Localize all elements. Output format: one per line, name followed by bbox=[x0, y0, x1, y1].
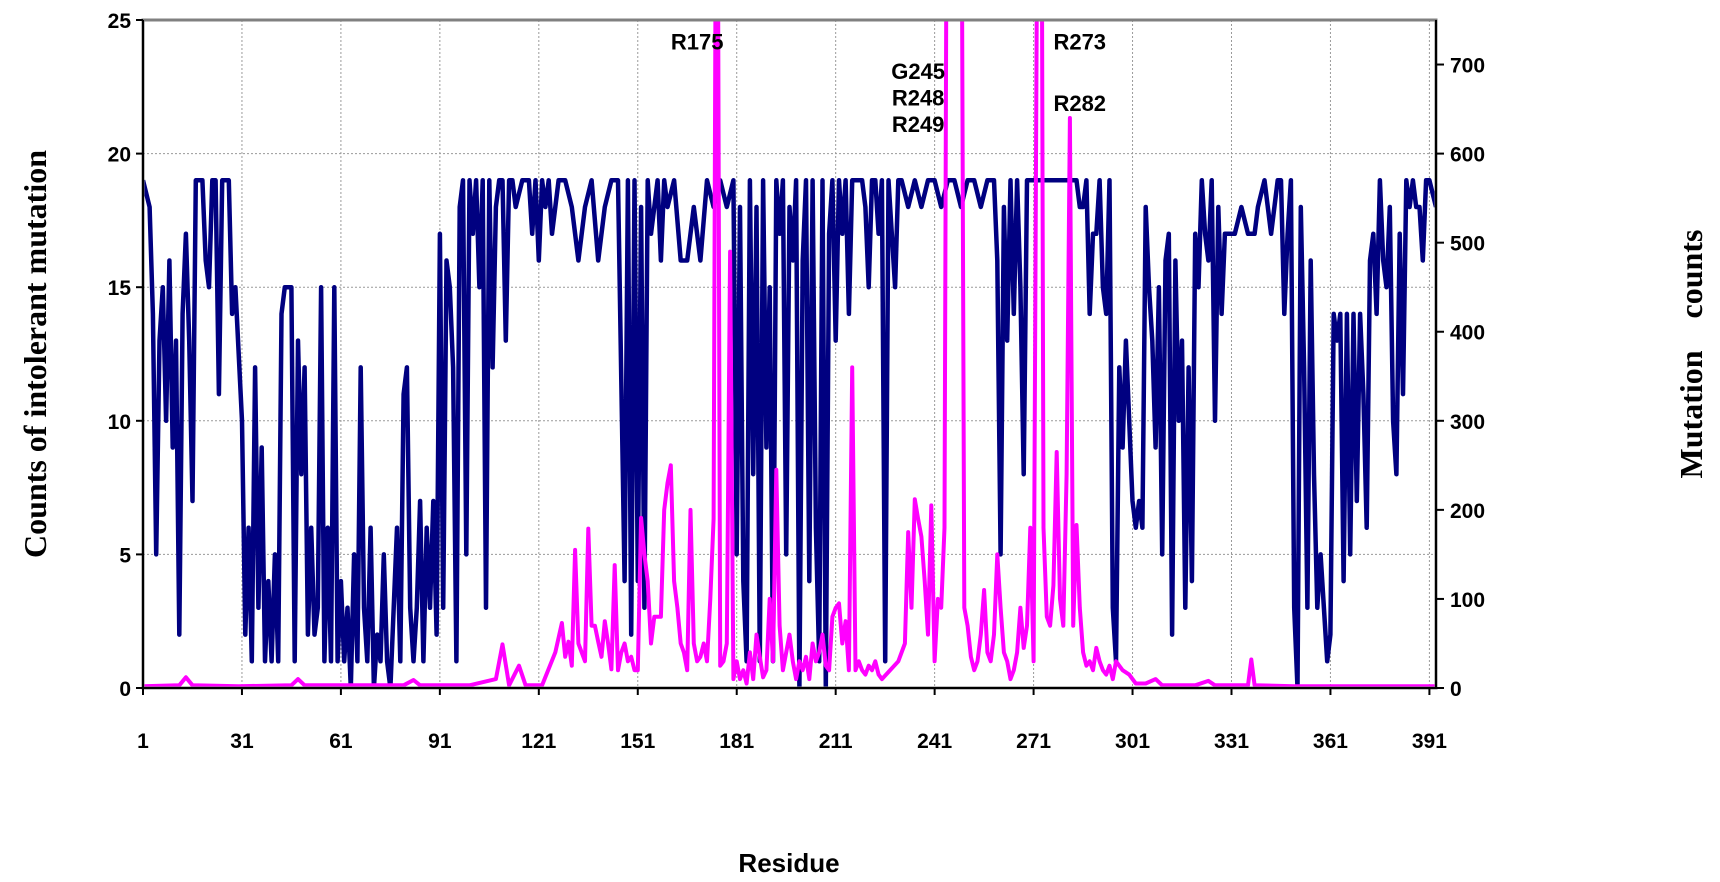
left-axis-ticks: 0 5 10 15 20 25 bbox=[108, 10, 143, 701]
annotation-label: G245 bbox=[891, 59, 945, 84]
annotation-label: R249 bbox=[892, 112, 945, 137]
right-tick-label: 500 bbox=[1450, 233, 1485, 256]
x-tick-label: 241 bbox=[917, 730, 952, 753]
right-tick-label: 700 bbox=[1450, 55, 1485, 78]
x-tick-label: 1 bbox=[137, 730, 149, 753]
x-tick-label: 31 bbox=[230, 730, 254, 753]
x-tick-label: 61 bbox=[329, 730, 353, 753]
left-tick-label: 15 bbox=[108, 277, 132, 300]
left-axis-title: Counts of intolerant mutation bbox=[17, 150, 53, 558]
x-tick-label: 361 bbox=[1313, 730, 1348, 753]
left-tick-label: 20 bbox=[108, 144, 131, 167]
annotation-label: R282 bbox=[1053, 91, 1106, 116]
x-tick-label: 91 bbox=[428, 730, 452, 753]
x-tick-label: 331 bbox=[1214, 730, 1249, 753]
annotation-label: R175 bbox=[671, 29, 724, 54]
right-tick-label: 600 bbox=[1450, 144, 1485, 167]
right-axis-ticks: 0 100 200 300 400 500 600 700 bbox=[1436, 55, 1485, 701]
x-tick-label: 211 bbox=[819, 730, 853, 753]
left-tick-label: 0 bbox=[119, 678, 131, 701]
x-tick-label: 391 bbox=[1412, 730, 1447, 753]
x-tick-label: 271 bbox=[1016, 730, 1051, 753]
right-tick-label: 300 bbox=[1450, 411, 1485, 434]
plot-area bbox=[141, 18, 1438, 690]
right-tick-label: 200 bbox=[1450, 500, 1485, 523]
x-axis-ticks: 1 31 61 91 121 151 181 211 241 271 301 331 361 391 bbox=[137, 688, 1447, 753]
x-tick-label: 301 bbox=[1115, 730, 1150, 753]
series-line-intolerant-mutation bbox=[143, 178, 1436, 688]
right-tick-label: 400 bbox=[1450, 322, 1485, 345]
annotation-label: R273 bbox=[1053, 29, 1106, 54]
right-tick-label: 0 bbox=[1450, 678, 1462, 701]
right-axis-title: Mutation counts bbox=[1673, 230, 1709, 479]
x-tick-label: 181 bbox=[719, 730, 754, 753]
right-tick-label: 100 bbox=[1450, 589, 1485, 612]
left-tick-label: 5 bbox=[119, 544, 131, 567]
left-tick-label: 10 bbox=[108, 411, 131, 434]
x-tick-label: 121 bbox=[521, 730, 556, 753]
series-layer bbox=[143, 20, 1436, 688]
x-axis-title: Residue bbox=[738, 848, 839, 878]
annotation-label: R248 bbox=[892, 85, 945, 110]
series-line-mutation-counts bbox=[143, 20, 1436, 688]
left-tick-label: 25 bbox=[108, 10, 132, 33]
x-tick-label: 151 bbox=[620, 730, 655, 753]
